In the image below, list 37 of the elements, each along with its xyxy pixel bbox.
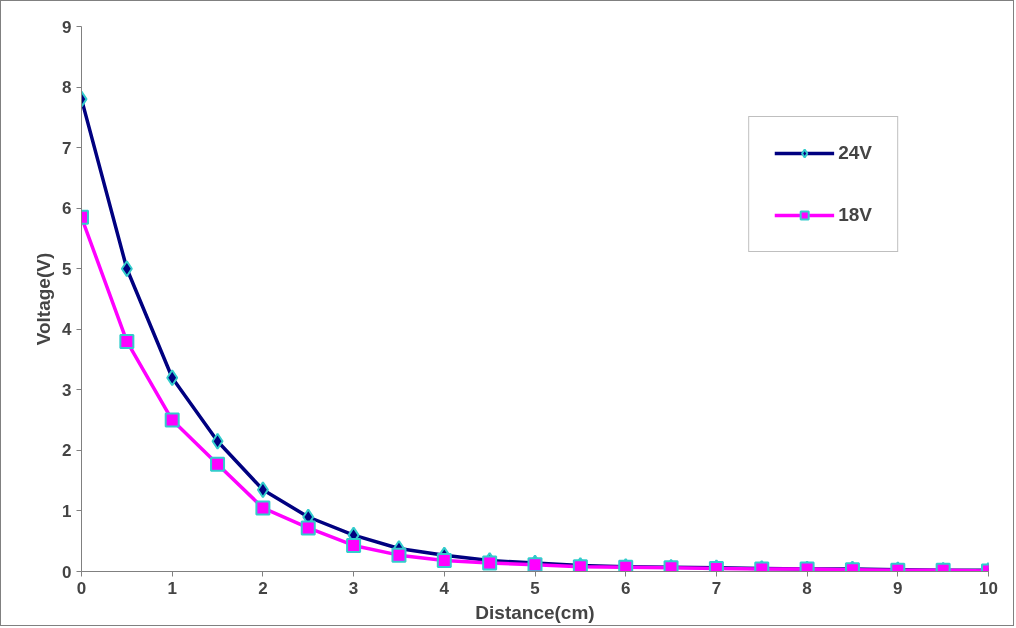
point: [211, 432, 224, 450]
x-tick-label: 1: [167, 578, 177, 598]
y-tick-label: 9: [62, 17, 72, 37]
x-tick-label: 0: [76, 578, 87, 598]
x-tick-label: 7: [711, 578, 722, 598]
point: [255, 500, 271, 516]
y-tick-label: 1: [62, 501, 72, 521]
point: [164, 412, 180, 428]
y-tick-label: 6: [62, 199, 72, 219]
y-tick-label: 4: [62, 320, 73, 340]
y-tick-label: 2: [62, 441, 72, 461]
legend-label: 24V: [838, 142, 872, 164]
point: [346, 537, 362, 553]
point: [391, 547, 407, 563]
y-tick-label: 5: [62, 259, 72, 279]
point: [210, 456, 226, 472]
point: [436, 553, 452, 569]
x-tick-label: 2: [258, 578, 268, 598]
y-axis-title: Voltage(V): [33, 252, 55, 346]
legend-label: 18V: [838, 204, 872, 226]
y-tick-label: 3: [62, 380, 72, 400]
x-tick-label: 10: [979, 578, 998, 598]
y-tick-label: 7: [62, 138, 72, 158]
x-tick-label: 3: [348, 578, 359, 598]
x-tick-label: 8: [802, 578, 812, 598]
x-axis-title: Distance(cm): [475, 601, 595, 623]
y-tick-label: 0: [62, 562, 72, 582]
point: [256, 481, 269, 499]
point: [300, 520, 316, 536]
x-tick-label: 9: [893, 578, 903, 598]
x-tick-label: 4: [439, 578, 450, 598]
point: [166, 369, 179, 387]
y-tick-label: 8: [62, 78, 72, 98]
point: [119, 333, 135, 349]
x-tick-label: 6: [620, 578, 631, 598]
point: [120, 260, 133, 278]
x-tick-label: 5: [530, 578, 540, 598]
